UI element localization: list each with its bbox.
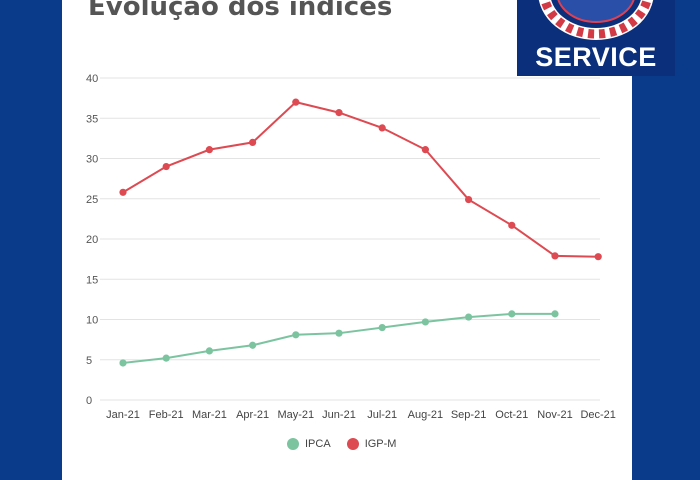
- y-tick-label: 40: [86, 73, 98, 85]
- x-tick-label: Jun-21: [322, 409, 356, 421]
- y-tick-label: 15: [86, 274, 98, 286]
- series-line-igpm: [122, 101, 599, 258]
- data-point-ipca[interactable]: [508, 310, 516, 318]
- y-tick-label: 20: [86, 234, 98, 246]
- x-tick-label: Jul-21: [367, 409, 397, 421]
- x-tick-label: Jan-21: [106, 409, 140, 421]
- x-tick-label: Nov-21: [537, 409, 572, 421]
- y-tick-label: 5: [86, 355, 92, 367]
- data-point-ipca[interactable]: [335, 329, 343, 337]
- x-tick-label: Oct-21: [495, 409, 528, 421]
- series-line-ipca: [122, 312, 555, 364]
- legend-item-igpm[interactable]: IGP-M: [346, 438, 397, 450]
- legend-swatch-ipca: [287, 438, 299, 450]
- legend-label-ipca: IPCA: [305, 438, 331, 450]
- legend: IPCA IGP-M: [287, 438, 412, 450]
- data-point-igpm[interactable]: [421, 146, 429, 154]
- x-tick-label: Aug-21: [408, 409, 443, 421]
- x-tick-label: Feb-21: [149, 409, 184, 421]
- data-point-igpm[interactable]: [335, 109, 343, 117]
- data-point-igpm[interactable]: [205, 146, 213, 154]
- data-point-igpm[interactable]: [508, 221, 516, 229]
- y-tick-label: 10: [86, 315, 98, 327]
- data-point-igpm[interactable]: [551, 252, 559, 260]
- data-point-ipca[interactable]: [292, 331, 300, 339]
- series-lines: [119, 98, 602, 367]
- data-point-ipca[interactable]: [465, 313, 473, 321]
- y-axis-ticks: 0 5 10 15 20 25 30 35 40: [86, 73, 98, 407]
- legend-swatch-igpm: [346, 438, 359, 450]
- y-tick-label: 30: [86, 154, 98, 166]
- data-point-ipca[interactable]: [378, 323, 386, 332]
- data-point-ipca[interactable]: [421, 318, 429, 326]
- legend-label-igpm: IGP-M: [364, 438, 397, 450]
- data-point-ipca[interactable]: [162, 354, 170, 362]
- x-tick-label: May-21: [277, 409, 314, 421]
- data-point-ipca[interactable]: [249, 341, 257, 349]
- data-point-ipca[interactable]: [119, 359, 127, 367]
- y-tick-label: 35: [86, 113, 98, 125]
- legend-item-ipca[interactable]: IPCA: [287, 438, 331, 450]
- data-point-igpm[interactable]: [292, 98, 300, 106]
- x-tick-label: Mar-21: [192, 409, 227, 421]
- x-tick-label: Apr-21: [236, 409, 269, 421]
- data-point-igpm[interactable]: [378, 124, 386, 132]
- x-axis-ticks: Jan-21 Feb-21 Mar-21 Apr-21 May-21 Jun-21 Jul-…: [106, 409, 616, 421]
- data-point-ipca[interactable]: [551, 310, 559, 318]
- y-tick-label: 25: [86, 194, 98, 206]
- flag-emblem-icon: [538, 0, 654, 40]
- data-point-igpm[interactable]: [119, 188, 127, 196]
- data-point-igpm[interactable]: [594, 253, 602, 261]
- x-tick-label: Sep-21: [451, 409, 486, 421]
- x-tick-label: Dec-21: [580, 409, 615, 421]
- data-point-ipca[interactable]: [205, 347, 213, 355]
- data-point-igpm[interactable]: [162, 162, 170, 171]
- page-title: Evolução dos índices: [88, 0, 393, 22]
- data-point-igpm[interactable]: [465, 195, 473, 204]
- data-point-igpm[interactable]: [249, 138, 257, 146]
- y-tick-label: 0: [86, 395, 92, 407]
- gridlines: [100, 77, 600, 401]
- service-logo: SERVICE: [517, 0, 675, 76]
- logo-text: SERVICE: [535, 42, 657, 72]
